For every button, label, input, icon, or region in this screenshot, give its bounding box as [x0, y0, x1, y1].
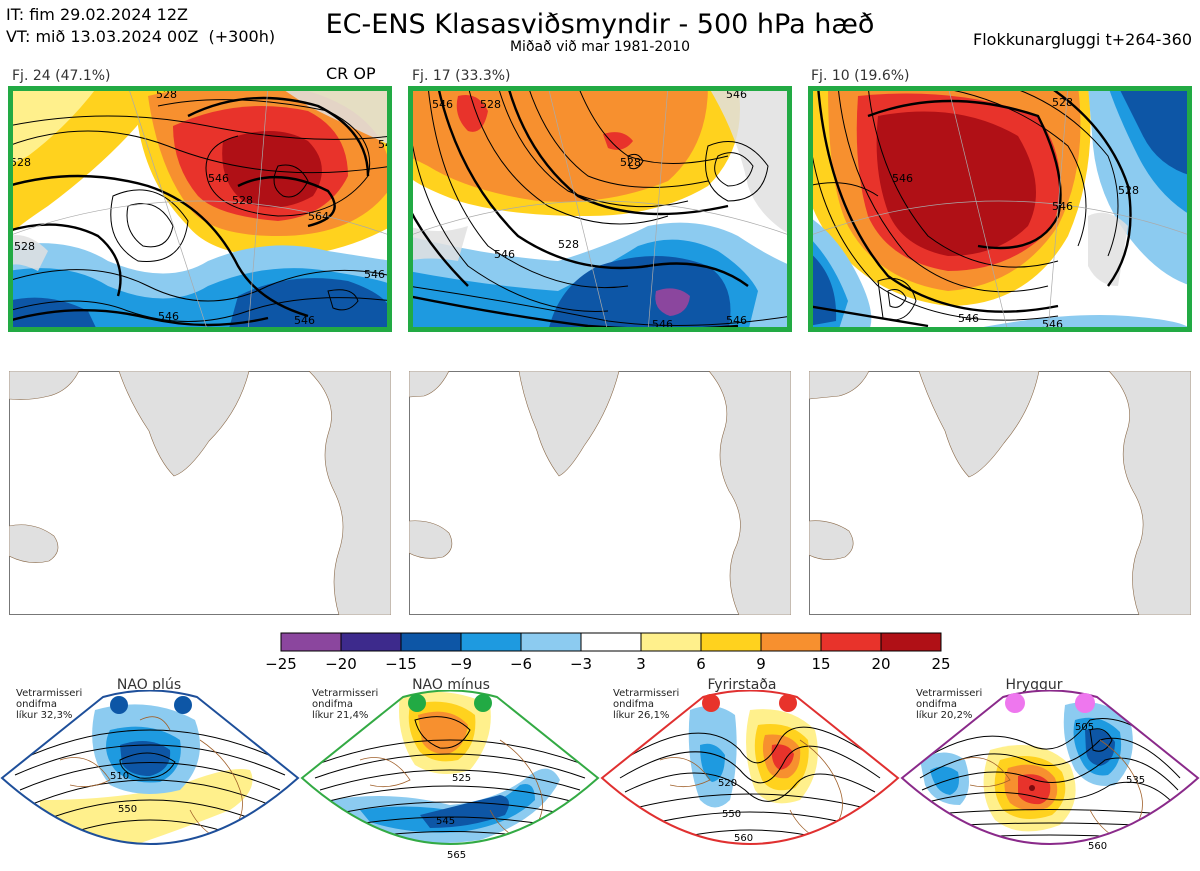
colorbar-tick-label: 20: [871, 655, 891, 673]
cluster-1-contour-label-6: 546: [364, 268, 385, 281]
regime-2-marker-1: [408, 694, 426, 712]
regime-4-marker-1: [1005, 693, 1025, 713]
cluster-3-frame: [808, 86, 1192, 332]
colorbar-swatch: [400, 632, 462, 652]
cluster-1-contour-label-10: 546: [294, 314, 315, 327]
colorbar-tick-label: −15: [385, 655, 417, 673]
blank-map-1: [9, 371, 391, 615]
colorbar-swatch: [460, 632, 522, 652]
regime-3-marker-2: [779, 694, 797, 712]
cluster-3-contour-label-1: 528: [1052, 96, 1073, 109]
blank-map-3: [809, 371, 1191, 615]
colorbar-tick-label: −25: [265, 655, 297, 673]
regime-1-marker-2: [174, 696, 192, 714]
colorbar-tick-label: 9: [756, 655, 766, 673]
cluster-1-contour-label-1: 528: [156, 88, 177, 101]
colorbar-tick-label: 3: [636, 655, 646, 673]
colorbar-tick-label: −9: [449, 655, 473, 673]
classification-window: Flokkunargluggi t+264-360: [973, 30, 1192, 49]
regime-4-map: 505 535 560: [900, 690, 1200, 871]
regime-4-frame: [900, 690, 1200, 845]
forecast-times: IT: fim 29.02.2024 12Z VT: mið 13.03.202…: [6, 4, 275, 48]
regime-2-map: 525 545 565: [300, 690, 600, 871]
cluster-3-map: 528 546 546 528 546 546: [808, 86, 1192, 332]
cluster-1-contour-label-5: 564: [308, 210, 329, 223]
cluster-1-tag: CR OP: [326, 64, 376, 83]
cluster-1-contour-label-9: 546: [158, 310, 179, 323]
cluster-3-label: Fj. 10 (19.6%): [811, 68, 910, 84]
cluster-1-frame: [8, 86, 392, 332]
regime-2-note: Vetrarmisseri ondifma líkur 21,4%: [312, 688, 379, 721]
regime-3-map: 520 550 560: [600, 690, 900, 871]
regime-3-marker-1: [702, 694, 720, 712]
regime-4-marker-2: [1075, 693, 1095, 713]
regime-2-contour-label-3: 565: [447, 850, 466, 861]
colorbar: [280, 632, 942, 656]
colorbar-swatch: [280, 632, 342, 652]
regime-1-frame: [0, 690, 300, 845]
colorbar-tick-label: −20: [325, 655, 357, 673]
cluster-3-contour-label-3: 546: [1052, 200, 1073, 213]
regime-3-name: Fyrirstaða: [707, 677, 777, 693]
cluster-1-contour-label-3: 528: [10, 156, 31, 169]
regime-2-contour-label-1: 525: [452, 773, 471, 784]
cluster-3-contour-label-4: 528: [1118, 184, 1139, 197]
cluster-1-contour-label-7: 528: [232, 194, 253, 207]
regime-4-contour-label-2: 535: [1126, 775, 1145, 786]
regime-4-name: Hryggur: [1005, 677, 1063, 693]
regime-3-note: Vetrarmisseri ondifma líkur 26,1%: [613, 688, 680, 721]
cluster-2-contour-label-8: 546: [726, 88, 747, 101]
regime-4-contour-label-1: 505: [1075, 722, 1094, 733]
colorbar-swatch: [340, 632, 402, 652]
regime-1-contour-label-2: 550: [118, 804, 137, 815]
page-subtitle: Miðað við mar 1981-2010: [509, 39, 691, 55]
regime-1-name: NAO plús: [116, 677, 182, 693]
colorbar-swatch: [880, 632, 942, 652]
regime-3-contour-label-3: 560: [734, 833, 753, 844]
colorbar-swatch: [760, 632, 822, 652]
cluster-2-contour-label-3: 528: [620, 156, 641, 169]
cluster-3-contour-label-5: 546: [958, 312, 979, 325]
regime-1-note: Vetrarmisseri ondifma líkur 32,3%: [16, 688, 83, 721]
colorbar-swatch: [580, 632, 642, 652]
blank-map-2: [409, 371, 791, 615]
cluster-2-contour-label-7: 546: [726, 314, 747, 327]
regime-2-contour-label-2: 545: [436, 816, 455, 827]
cluster-1-contour-label-8: 528: [14, 240, 35, 253]
colorbar-tick-label: 6: [696, 655, 706, 673]
colorbar-swatch: [820, 632, 882, 652]
cluster-2-frame: [408, 86, 792, 332]
cluster-3-contour-label-2: 546: [892, 172, 913, 185]
regime-1-contour-label-1: 510: [110, 771, 129, 782]
regime-1-map: 510 550: [0, 690, 300, 871]
regime-3-contour-label-1: 520: [718, 778, 737, 789]
colorbar-swatch: [700, 632, 762, 652]
colorbar-swatch: [520, 632, 582, 652]
colorbar-swatch: [640, 632, 702, 652]
colorbar-tick-label: −3: [569, 655, 593, 673]
regime-4-note: Vetrarmisseri ondifma líkur 20,2%: [916, 688, 983, 721]
colorbar-tick-label: 25: [931, 655, 951, 673]
regime-2-name: NAO mínus: [412, 677, 490, 693]
cluster-2-label: Fj. 17 (33.3%): [412, 68, 511, 84]
cluster-2-contour-label-5: 528: [558, 238, 579, 251]
cluster-2-contour-label-4: 546: [494, 248, 515, 261]
regime-4-contour-label-3: 560: [1088, 841, 1107, 852]
cluster-2-contour-label-1: 546: [432, 98, 453, 111]
regime-3-contour-label-2: 550: [722, 809, 741, 820]
cluster-2-contour-label-2: 528: [480, 98, 501, 111]
regime-1-marker-1: [110, 696, 128, 714]
valid-time: VT: mið 13.03.2024 00Z (+300h): [6, 27, 276, 46]
cluster-1-label: Fj. 24 (47.1%): [12, 68, 111, 84]
cluster-1-map: 528 546 528 546 564 546 528 528 546 546: [8, 86, 392, 332]
page-title: EC-ENS Klasasviðsmyndir - 500 hPa hæð: [325, 9, 875, 40]
regime-2-frame: [300, 690, 600, 845]
cluster-1-contour-label-4: 546: [208, 172, 229, 185]
cluster-2-map: 546 528 528 546 528 546 546 546: [408, 86, 792, 332]
regime-3-frame: [600, 690, 900, 845]
colorbar-tick-label: −6: [509, 655, 533, 673]
init-time: IT: fim 29.02.2024 12Z: [6, 5, 188, 24]
regime-2-marker-2: [474, 694, 492, 712]
colorbar-tick-label: 15: [811, 655, 831, 673]
